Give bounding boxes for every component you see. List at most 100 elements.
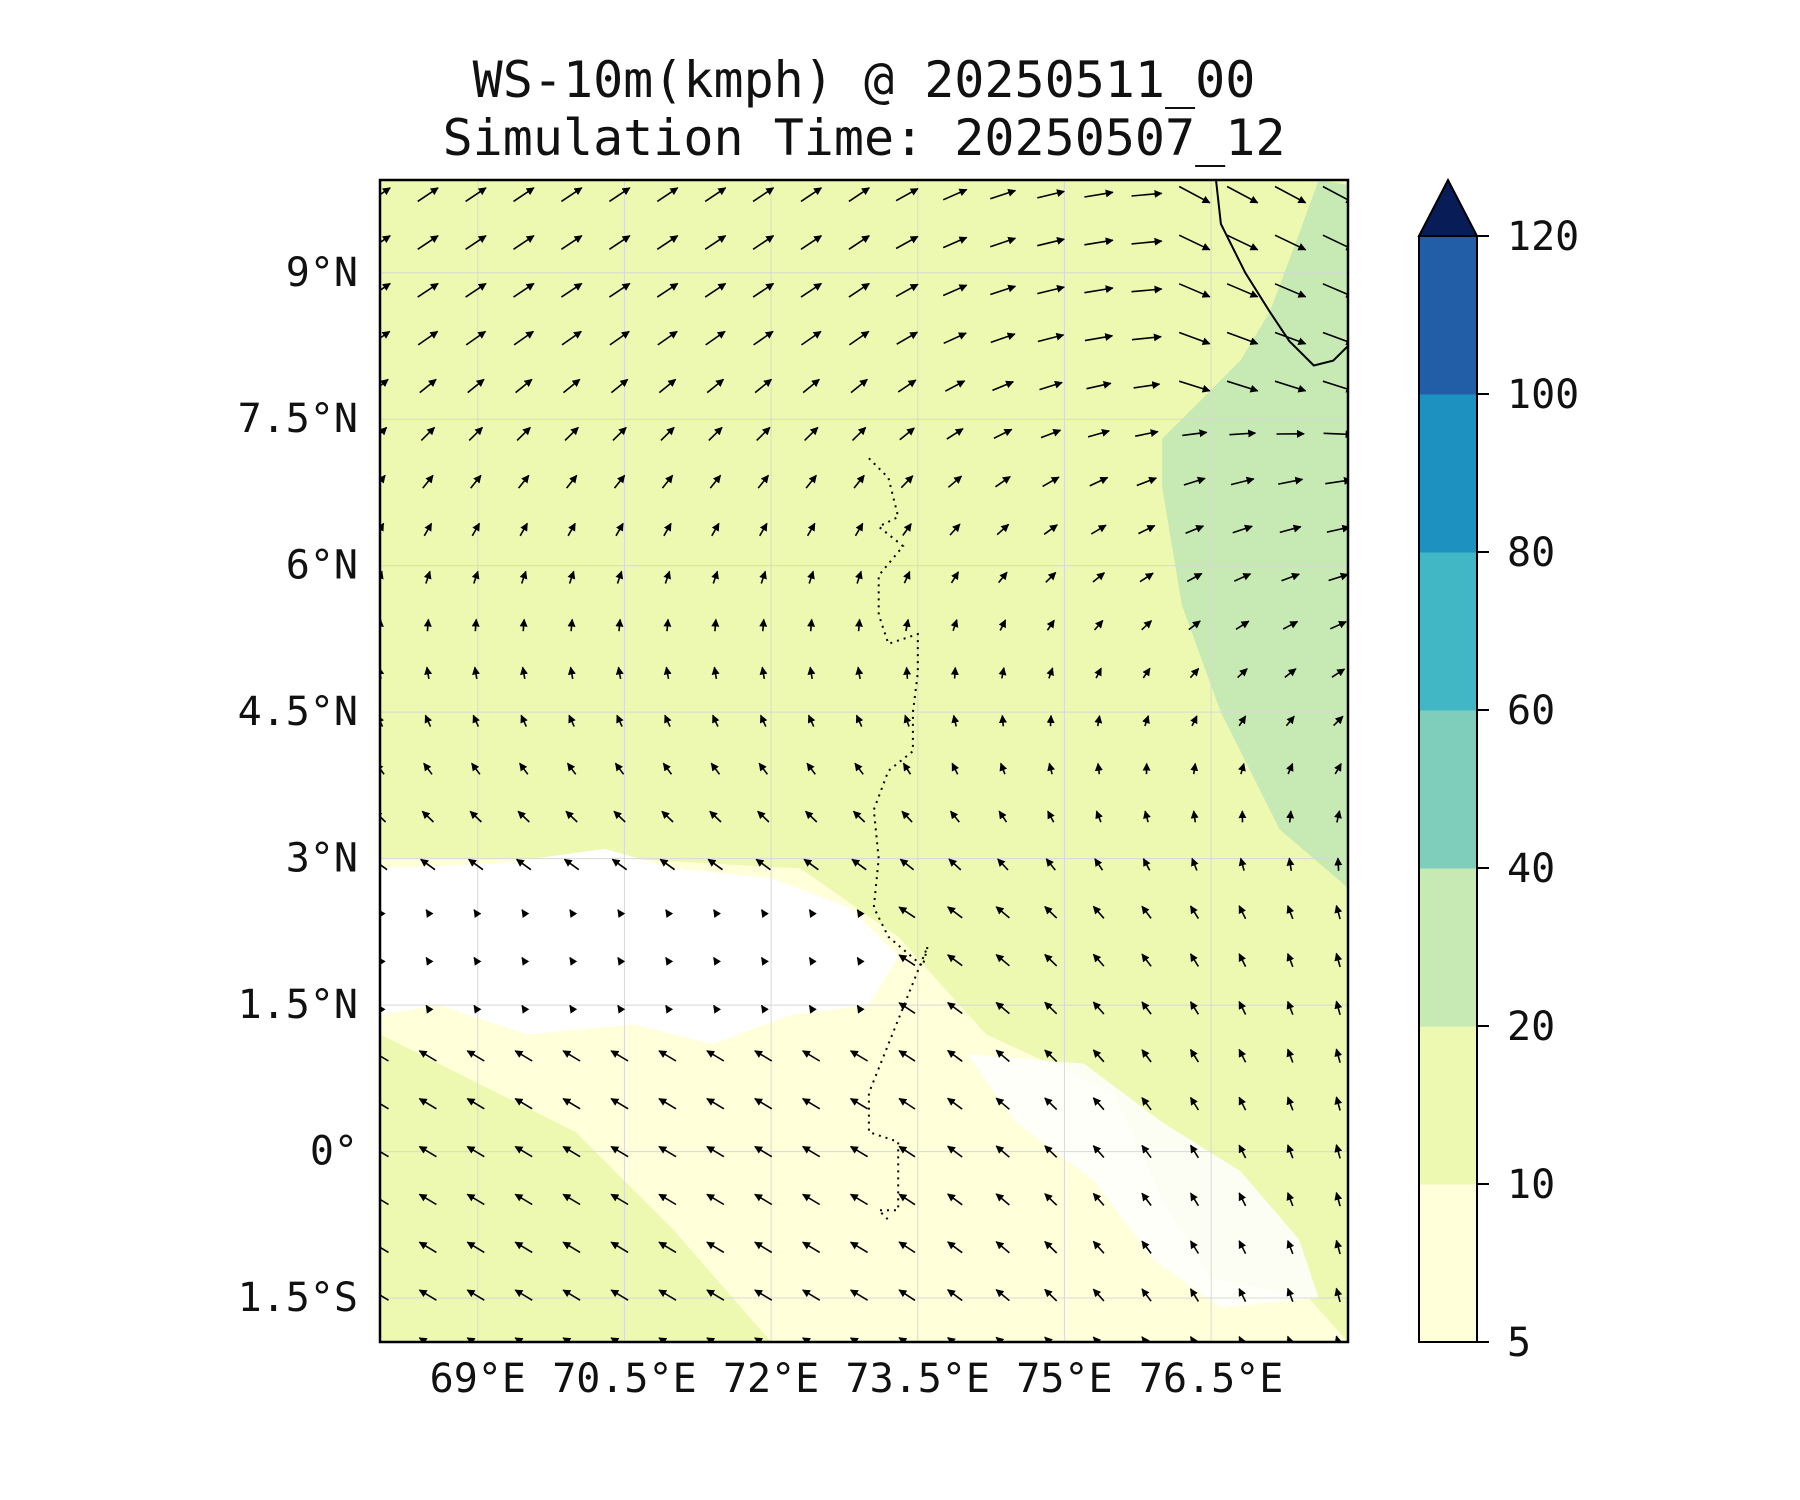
wind-vector [1092,1001,1105,1015]
wind-vector [1286,1000,1295,1015]
wind-vector [902,618,911,632]
wind-vector [1047,810,1055,823]
wind-vector [423,522,433,537]
wind-vector [1334,1000,1343,1016]
wind-vector [617,909,626,919]
wind-vector [380,1054,389,1062]
wind-vector [380,282,391,292]
wind-vector [660,426,675,441]
wind-vector [855,618,863,632]
wind-vector [899,427,915,441]
colorbar-tick-label: 100 [1507,372,1579,418]
wind-vector [420,426,436,441]
wind-vector [380,378,389,388]
calm-region [380,848,899,1045]
wind-vector [711,522,720,537]
wind-vector [1046,619,1055,631]
wind-vector [898,1050,916,1062]
colorbar-tick-label: 20 [1507,1004,1555,1050]
y-tick-label: 1.5°N [238,982,358,1028]
wind-vector [420,858,436,871]
wind-vector [942,236,968,249]
wind-vector [1092,1192,1105,1206]
wind-vector [514,1241,533,1254]
wind-vector [514,1193,533,1206]
wind-vector [615,666,624,680]
wind-vector [1334,1048,1343,1063]
wind-vector [706,378,725,394]
wind-vector [759,522,768,537]
wind-vector [664,714,672,727]
wind-vector [753,330,774,346]
wind-vector [1037,189,1065,199]
wind-vector [713,1004,722,1014]
wind-vector [567,666,576,680]
wind-vector [849,1145,869,1158]
wind-vector [1044,906,1058,919]
maldives-atolls [867,457,929,1221]
wind-vector [418,1193,437,1206]
wind-vector [1274,331,1307,346]
wind-vector [996,523,1010,536]
wind-vector [1037,237,1065,247]
wind-vector [562,1145,581,1158]
wind-vector [1044,1336,1053,1342]
wind-vector [851,858,867,871]
wind-vector [1084,333,1114,342]
wind-vector [998,619,1007,631]
wind-vector [856,956,865,966]
wind-vector [947,1049,963,1062]
wind-vector [662,762,673,775]
wind-vector [898,954,916,967]
calm-region [966,1053,1319,1308]
wind-vector [562,1097,581,1110]
colorbar-bin [1419,552,1477,711]
wind-vector [417,187,439,203]
wind-vector [1178,380,1211,393]
wind-vector [707,858,723,871]
wind-vector [1286,1287,1295,1302]
wind-vector [1238,715,1247,727]
wind-vector [704,235,727,250]
wind-vector [1044,1001,1058,1015]
wind-vector [1183,476,1206,486]
wind-vector [897,379,917,393]
wind-vector [610,1145,629,1158]
wind-vector [995,1241,1010,1254]
wind-vector [804,426,819,441]
wind-vector [1141,1144,1152,1159]
y-axis-ticks: 9°N 7.5°N 6°N 4.5°N 3°N 1.5°N 0° 1.5°S [238,250,358,1321]
wind-vector [1092,1240,1105,1254]
wind-vector [1037,332,1065,343]
wind-vector [1185,524,1205,534]
wind-vector [610,378,629,394]
wind-vector [663,618,672,632]
wind-vector [711,570,719,584]
wind-vector [706,1050,725,1062]
wind-vector [1044,953,1058,967]
wind-vector [656,187,679,203]
india-coastline [1215,180,1348,367]
wind-vector [898,1097,916,1110]
wind-vector [1042,476,1060,488]
wind-vector [608,187,631,203]
wind-vector [1136,476,1158,487]
x-tick-label: 70.5°E [552,1356,697,1402]
wind-vector [898,1289,916,1302]
wind-vector [1182,429,1208,438]
wind-vector [1037,284,1065,295]
wind-vector [1178,283,1211,298]
wind-vector [947,1145,963,1158]
wind-vector [1189,1336,1198,1342]
wind-vector [1095,810,1103,823]
wind-vector [665,1004,674,1014]
wind-vector [380,1246,389,1254]
wind-vector [1086,380,1112,390]
wind-vector [752,235,775,250]
wind-vector [569,956,578,966]
wind-vector [513,187,535,203]
wind-vector [760,956,769,966]
wind-vector [1131,237,1163,246]
